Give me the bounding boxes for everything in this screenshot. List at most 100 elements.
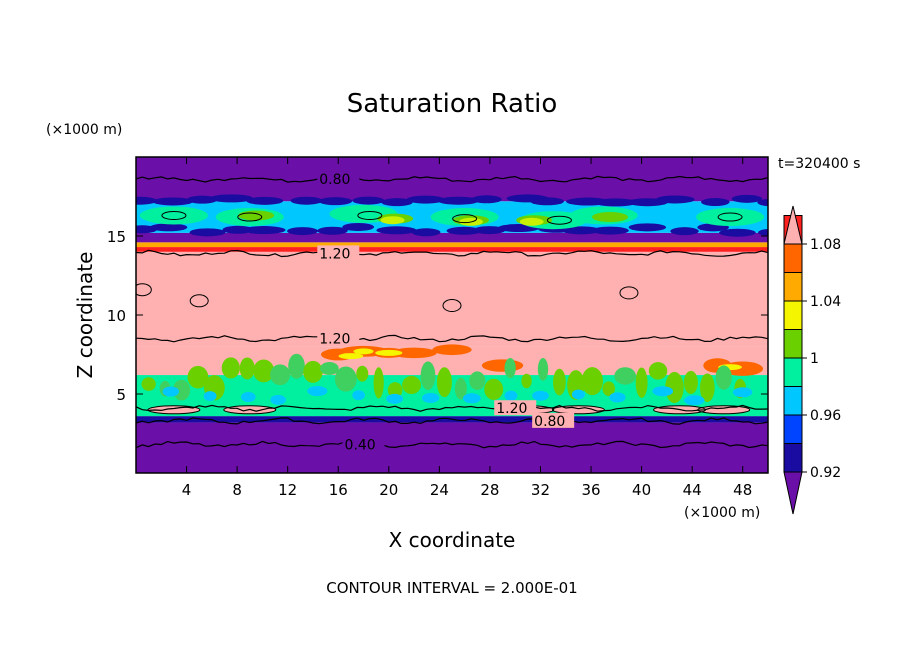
x-tick-label: 28 [480,481,499,499]
colorbar-bin [783,329,803,359]
colorbar-tick-label: 0.96 [810,408,841,424]
lower-green-column [320,362,339,376]
lower-green-column [373,367,384,399]
upper-band-core [380,216,405,225]
x-tick-label: 20 [379,481,398,499]
upper-band-edge [381,198,413,207]
contour-line [136,440,768,449]
upper-band-lens [139,206,208,225]
contour-ring [653,405,707,415]
upper-band-edge [758,228,768,237]
lower-green-column [469,371,486,390]
lower-cyan-patch [162,386,180,397]
lower-green-column [504,358,516,379]
upper-band-edge [209,194,254,203]
x-tick-label: 4 [182,481,192,499]
lower-cyan-patch [307,386,328,397]
lower-green-column [553,368,566,396]
lower-cyan-patch [652,386,674,397]
lower-cyan-patch [504,390,518,401]
contour-interval-footer: CONTOUR INTERVAL = 2.000E-01 [326,579,577,597]
field-band-6 [136,242,768,248]
lower-green-column [172,379,191,401]
lower-green-column [454,377,467,400]
contour-ring [223,405,277,415]
chart-title: Saturation Ratio [347,89,558,119]
upper-band-lens [696,208,765,227]
contour-label-bg [532,412,575,428]
colorbar-bin [783,243,803,273]
lower-green-column [334,366,357,392]
contour-ring [452,214,478,224]
lower-green-column [581,367,603,396]
lower-green-column [614,367,636,385]
upper-band-edge [376,226,417,235]
contour-ring [189,294,209,308]
x-tick-label: 24 [430,481,449,499]
contour-label: 0.40 [345,438,376,454]
contour-label: 0.80 [534,414,565,430]
field-band-7 [136,232,768,243]
lower-green-column [288,353,305,379]
x-tick-label: 32 [531,481,550,499]
contour-ring [237,212,263,222]
upper-band-edge [561,226,601,235]
lower-green-column [356,365,369,382]
upper-band-edge [406,195,445,204]
upper-band-edge [186,195,218,204]
lower-green-column [270,364,291,386]
upper-band-edge [317,226,348,235]
lower-cyan-patch [609,392,626,403]
x-axis: 4 8 12 16 20 24 28 32 36 40 44 48 [182,157,752,499]
colorbar: 0.92 0.96 1 1.04 1.08 [783,205,841,515]
upper-band-edge [719,228,756,237]
y-tick-label: 15 [107,228,126,246]
mid-warm-patch [481,359,524,372]
lower-cyan-patch [386,393,404,404]
contour-line [136,334,768,343]
lower-green-column [402,375,421,395]
y-axis-title: Z coordinate [73,252,97,379]
upper-band-lens [238,210,275,221]
upper-band-edge [446,226,482,235]
contour-label-bg [494,400,537,416]
lower-green-column [537,357,549,381]
lower-cyan-patch [203,391,217,402]
x-tick-label: 16 [329,481,348,499]
contour-line [136,417,768,425]
lower-cyan-patch [571,389,585,400]
upper-band-edge [731,194,763,203]
upper-band-edge [655,195,695,204]
upper-band-edge [352,196,385,205]
x-tick-label: 44 [683,481,702,499]
y-unit-label: (×1000 m) [46,122,122,138]
lower-green-column [436,367,452,398]
upper-band-edge [628,223,667,232]
y-tick-label: 5 [116,386,126,404]
lower-cyan-patch [732,387,753,398]
upper-band-edge [342,222,375,231]
x-axis-title: X coordinate [389,528,516,552]
lower-cyan-patch [532,390,549,401]
contour-label-bg [317,171,360,187]
upper-band-edge [189,228,226,237]
plot-area [136,157,768,473]
mid-yellow-patch [353,348,374,355]
mid-warm-patch [391,347,437,359]
contour-label: 1.20 [319,246,350,262]
upper-band-edge [437,196,479,205]
upper-band-edge [152,197,194,206]
lower-green-column [253,359,275,383]
x-tick-label: 48 [733,481,752,499]
contour-line [136,175,768,183]
colorbar-max-arrow [783,205,803,245]
contour-label: 1.20 [319,332,350,348]
contour-ring [619,286,639,300]
lower-green-column [239,357,255,380]
upper-band-edge [593,198,638,207]
lower-green-column [635,367,648,398]
contour-label-bg [342,436,385,452]
upper-band-edge [411,228,441,237]
upper-band-edge [591,226,629,235]
mid-yellow-patch [338,353,364,360]
